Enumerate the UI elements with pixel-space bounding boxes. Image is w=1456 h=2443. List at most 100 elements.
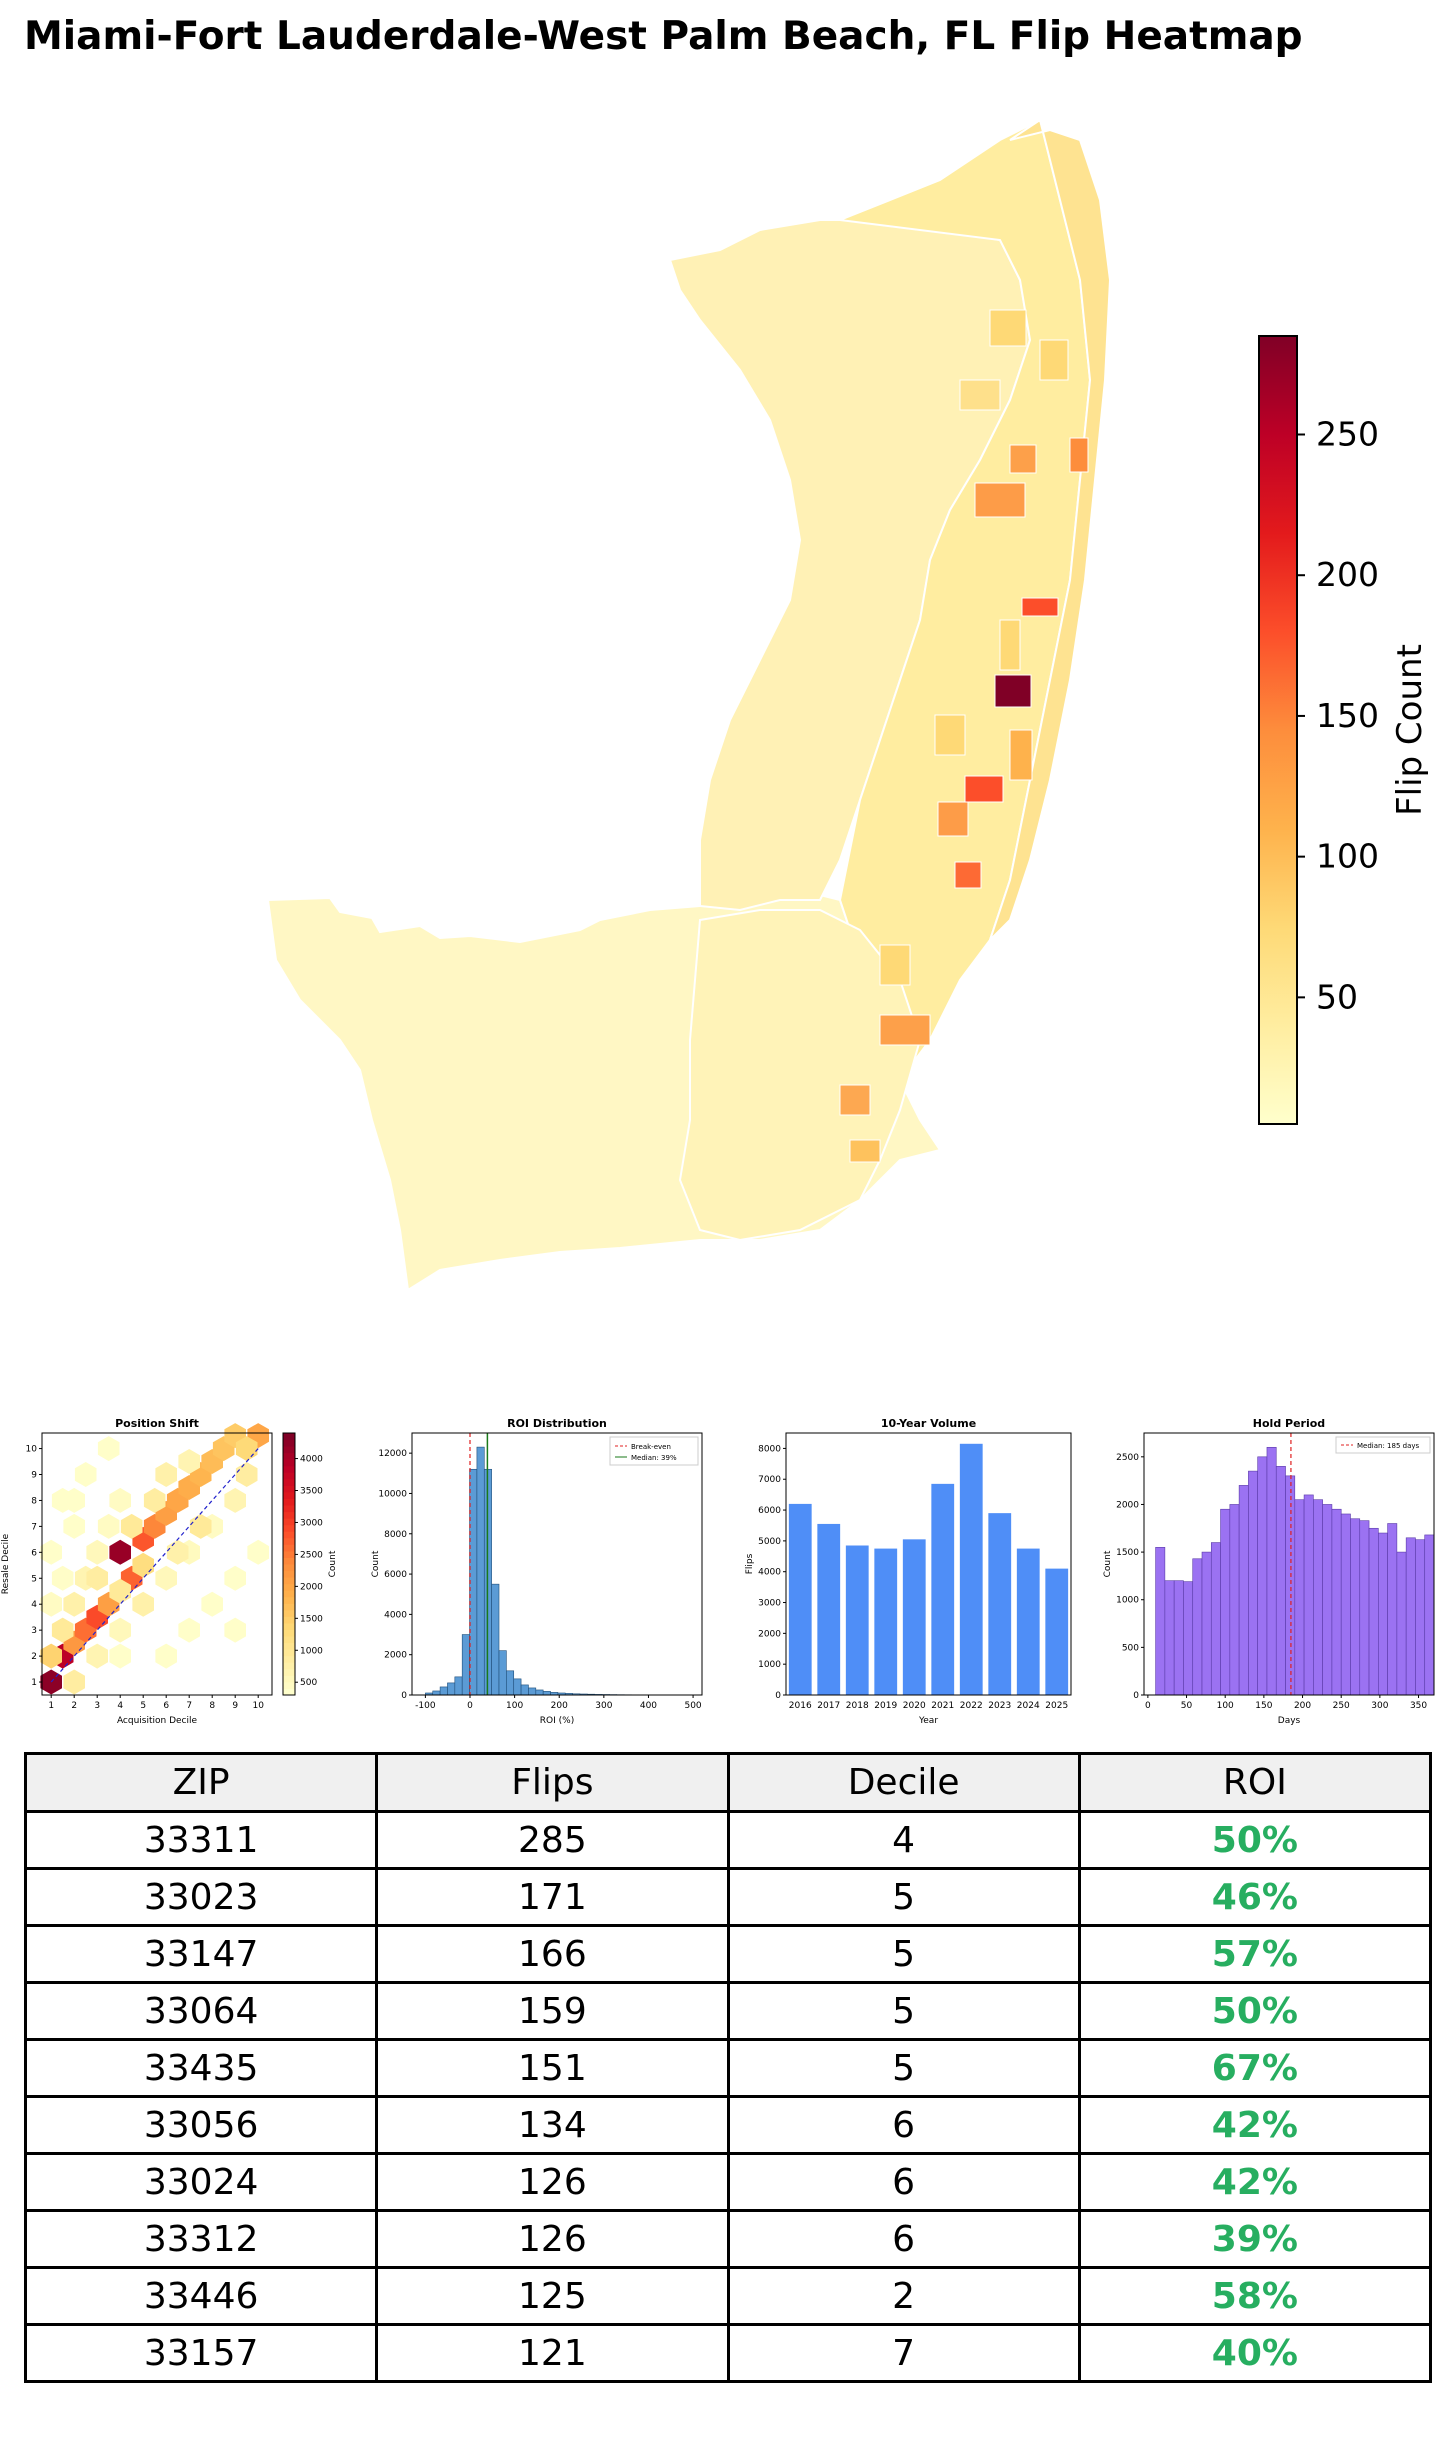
- histogram-bar: [1183, 1581, 1194, 1696]
- hexbin-cell: [155, 1565, 177, 1591]
- hexbin-cell: [97, 1513, 120, 1539]
- cell-decile: 6: [726, 2209, 1081, 2269]
- roi-distribution-chart: ROI Distribution ROI (%) Count -100 0 100 200 3…: [371, 1417, 703, 1726]
- y-tick-label: 0: [401, 1691, 407, 1701]
- cell-roi: 50%: [1077, 1981, 1433, 2041]
- volume-bar: [817, 1523, 841, 1695]
- hexbin-cell: [235, 1462, 258, 1487]
- zip-33312-region: [879, 1014, 931, 1046]
- cell-roi: 42%: [1077, 2095, 1433, 2155]
- hexbin-cell: [74, 1462, 97, 1487]
- histogram-bar: [1368, 1527, 1379, 1696]
- x-tick-label: 100: [506, 1701, 523, 1711]
- volume-bar: [902, 1539, 926, 1695]
- hexbin-cell: [247, 1539, 269, 1565]
- hexbin-cell: [63, 1513, 85, 1539]
- y-tick-label: 12000: [378, 1449, 407, 1459]
- hexbin-cell: [132, 1591, 154, 1617]
- table-row: 33446 125 2 58%: [23, 2266, 1433, 2326]
- colorbar-segment: [283, 1537, 295, 1545]
- colorbar-segment: [283, 1491, 295, 1499]
- histogram-bar: [439, 1686, 448, 1696]
- y-tick-label: 10: [26, 1445, 38, 1455]
- hexbin-cell: [86, 1643, 108, 1669]
- table-row: 33435 151 5 67%: [23, 2038, 1433, 2098]
- cell-decile: 2: [726, 2266, 1081, 2326]
- x-tick-label: 2023: [988, 1701, 1011, 1711]
- histogram-bar: [542, 1691, 551, 1696]
- hexbin-cell: [155, 1462, 177, 1487]
- colorbar-segment: [283, 1655, 295, 1663]
- volume-bar: [788, 1503, 812, 1695]
- y-tick-label: 2: [31, 1652, 37, 1662]
- colorbar-segment: [283, 1642, 295, 1650]
- histogram-bar: [1424, 1534, 1435, 1696]
- y-axis-label: Flips: [745, 1553, 755, 1574]
- colorbar-tick-label: 4000: [300, 1455, 323, 1465]
- histogram-bar: [1173, 1580, 1184, 1696]
- cell-zip: 33024: [23, 2152, 379, 2212]
- zip-region-a: [999, 619, 1021, 671]
- colorbar-label: Count: [328, 1550, 338, 1577]
- histogram-bar: [1248, 1470, 1258, 1696]
- colorbar-segment: [283, 1557, 295, 1565]
- legend: [1335, 1436, 1431, 1454]
- x-tick-label: 2017: [817, 1701, 840, 1711]
- identity-line: [50, 1448, 259, 1683]
- histogram-bar: [1229, 1504, 1240, 1696]
- hexbin-cell: [40, 1539, 62, 1565]
- histogram-bar: [1405, 1537, 1416, 1696]
- y-tick-label: 1000: [758, 1660, 781, 1670]
- table-row: 33312 126 6 39%: [23, 2209, 1433, 2269]
- cell-zip: 33056: [23, 2095, 379, 2155]
- cell-decile: 6: [726, 2095, 1081, 2155]
- y-axis-label: Count: [1103, 1550, 1113, 1577]
- histogram-bar: [432, 1690, 441, 1696]
- hexbin-cell: [40, 1591, 62, 1617]
- x-tick-label: 9: [232, 1701, 238, 1711]
- histogram-bar: [469, 1468, 478, 1696]
- zip-33446-region: [1009, 444, 1037, 474]
- x-tick-label: 2019: [874, 1701, 897, 1711]
- top-zip-table: ZIP Flips Decile ROI 33311 285 4 50% 33023 1…: [23, 1752, 1433, 2383]
- x-tick-label: 8: [209, 1701, 215, 1711]
- colorbar-segment: [283, 1531, 295, 1539]
- y-axis-label: Resale Decile: [1, 1533, 11, 1594]
- cell-zip: 33446: [23, 2266, 379, 2326]
- hexbin-cell: [120, 1513, 143, 1539]
- histogram-bar: [498, 1650, 507, 1696]
- zip-33064-region: [1069, 437, 1089, 473]
- map-region-coast: [989, 118, 1112, 941]
- x-tick-label: 250: [1333, 1701, 1350, 1711]
- map-regions: [266, 118, 1112, 1292]
- cell-zip: 33311: [23, 1810, 379, 1870]
- plot-frame: [41, 1432, 273, 1696]
- cell-decile: 5: [726, 2038, 1081, 2098]
- colorbar-segment: [283, 1675, 295, 1683]
- page-title: Miami-Fort Lauderdale-West Palm Beach, F…: [24, 14, 1303, 59]
- x-tick-label: 300: [595, 1701, 612, 1711]
- colorbar-tick-label: 2000: [300, 1582, 323, 1592]
- y-tick-label: 2500: [1116, 1453, 1139, 1463]
- colorbar-segment: [283, 1583, 295, 1591]
- cell-zip: 33157: [23, 2323, 379, 2383]
- hexbin-cell: [178, 1449, 200, 1474]
- colorbar-segment: [283, 1662, 295, 1670]
- colorbar-segment: [283, 1609, 295, 1617]
- histogram-bar: [1303, 1494, 1314, 1696]
- colorbar-segment: [283, 1681, 295, 1689]
- y-tick-label: 2000: [1116, 1500, 1139, 1510]
- zip-region-f: [989, 309, 1027, 347]
- table-row: 33064 159 5 50%: [23, 1981, 1433, 2041]
- legend-label: Median: 39%: [631, 1454, 677, 1462]
- colorbar-segment: [283, 1485, 295, 1493]
- colorbar-segment: [283, 1472, 295, 1480]
- histogram-bar: [476, 1446, 485, 1696]
- cell-roi: 39%: [1077, 2209, 1433, 2269]
- colorbar-segment: [283, 1550, 295, 1558]
- histogram-bar: [535, 1689, 544, 1696]
- hexbin-cell: [63, 1487, 85, 1513]
- cell-decile: 7: [726, 2323, 1081, 2383]
- plot-frame: [1143, 1432, 1435, 1696]
- x-tick-label: 4: [117, 1701, 123, 1711]
